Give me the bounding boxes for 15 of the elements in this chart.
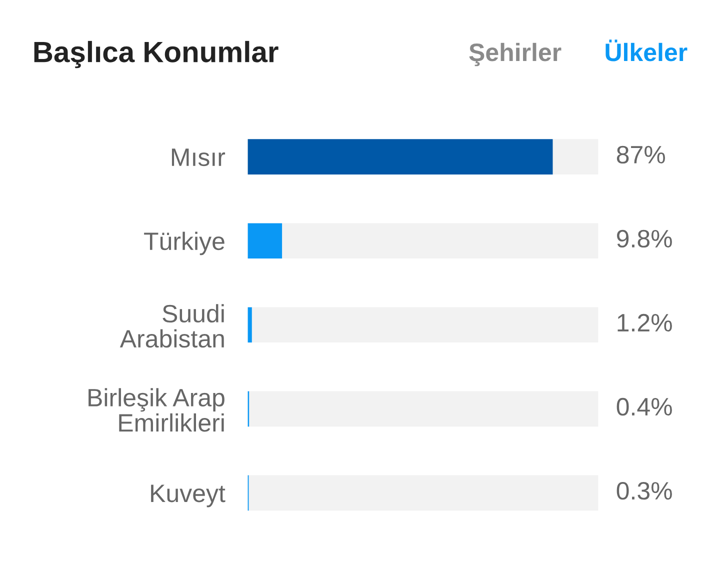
bar [248, 223, 282, 258]
y-tick-label: Mısır [172, 148, 226, 166]
y-tick-label: Birleşik Arap Emirlikleri [88, 388, 224, 432]
y-tick-label: Türkiye [144, 232, 224, 256]
data-label: 9.8% [617, 230, 672, 248]
chart-title: Başlıca Konumlar [34, 40, 278, 68]
data-label: 1.2% [618, 314, 672, 332]
bar [248, 307, 252, 343]
text: Şehirler [469, 42, 562, 66]
text: Ülkeler [606, 40, 688, 62]
data-label: 87% [616, 146, 665, 164]
data-label: 0.4% [616, 398, 672, 416]
y-tick-label: Suudi Arabistan [120, 304, 224, 348]
y-tick-label: Kuveyt [151, 484, 226, 508]
data-label: 0.3% [616, 482, 672, 500]
